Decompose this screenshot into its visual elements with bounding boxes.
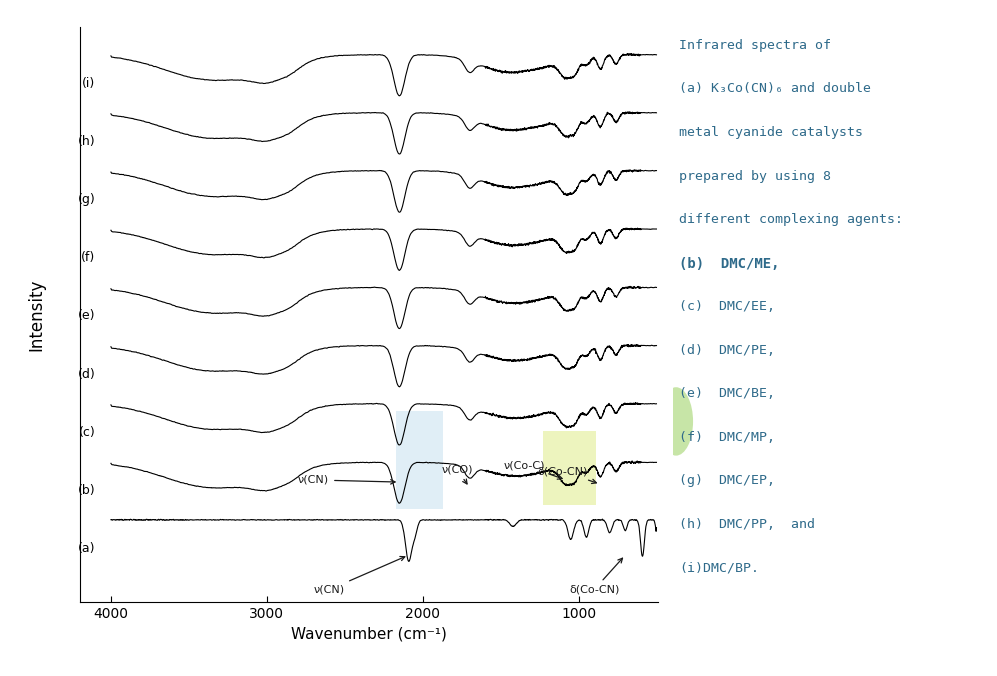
Text: metal cyanide catalysts: metal cyanide catalysts [679,126,863,139]
Bar [542,431,595,506]
Text: (e)  DMC/BE,: (e) DMC/BE, [679,387,775,400]
Text: prepared by using 8: prepared by using 8 [679,170,831,183]
Text: (i)DMC/BP.: (i)DMC/BP. [679,561,759,575]
Text: (c): (c) [79,426,96,439]
Text: (e): (e) [78,310,96,322]
Text: (a) K₃Co(CN)₆ and double: (a) K₃Co(CN)₆ and double [679,82,871,95]
Text: ν(CO): ν(CO) [442,464,473,484]
Text: (h)  DMC/PP,  and: (h) DMC/PP, and [679,518,816,531]
Bar [396,410,443,508]
Text: (d): (d) [78,368,96,381]
Text: (c)  DMC/EE,: (c) DMC/EE, [679,300,775,313]
Text: δ(Co-CN): δ(Co-CN) [569,558,622,595]
Text: different complexing agents:: different complexing agents: [679,213,903,226]
Text: (b)  DMC/ME,: (b) DMC/ME, [679,257,780,270]
Text: (h): (h) [78,135,96,148]
Circle shape [659,387,693,456]
Y-axis label: Intensity: Intensity [27,278,45,351]
Text: (a): (a) [78,542,96,555]
Text: Infrared spectra of: Infrared spectra of [679,39,831,52]
Text: ν(Co-C): ν(Co-C) [503,460,562,479]
X-axis label: Wavenumber (cm⁻¹): Wavenumber (cm⁻¹) [291,626,447,641]
Text: δ(Co-CN): δ(Co-CN) [537,466,596,483]
Text: (f): (f) [81,251,96,264]
Text: (d)  DMC/PE,: (d) DMC/PE, [679,343,775,357]
Text: ν(CN): ν(CN) [314,556,405,595]
Text: ν(CN): ν(CN) [298,475,395,485]
Text: (g)  DMC/EP,: (g) DMC/EP, [679,475,775,487]
Text: (f)  DMC/MP,: (f) DMC/MP, [679,431,775,443]
Text: (i): (i) [82,76,96,90]
Text: (b): (b) [78,484,96,497]
Text: (g): (g) [78,193,96,206]
